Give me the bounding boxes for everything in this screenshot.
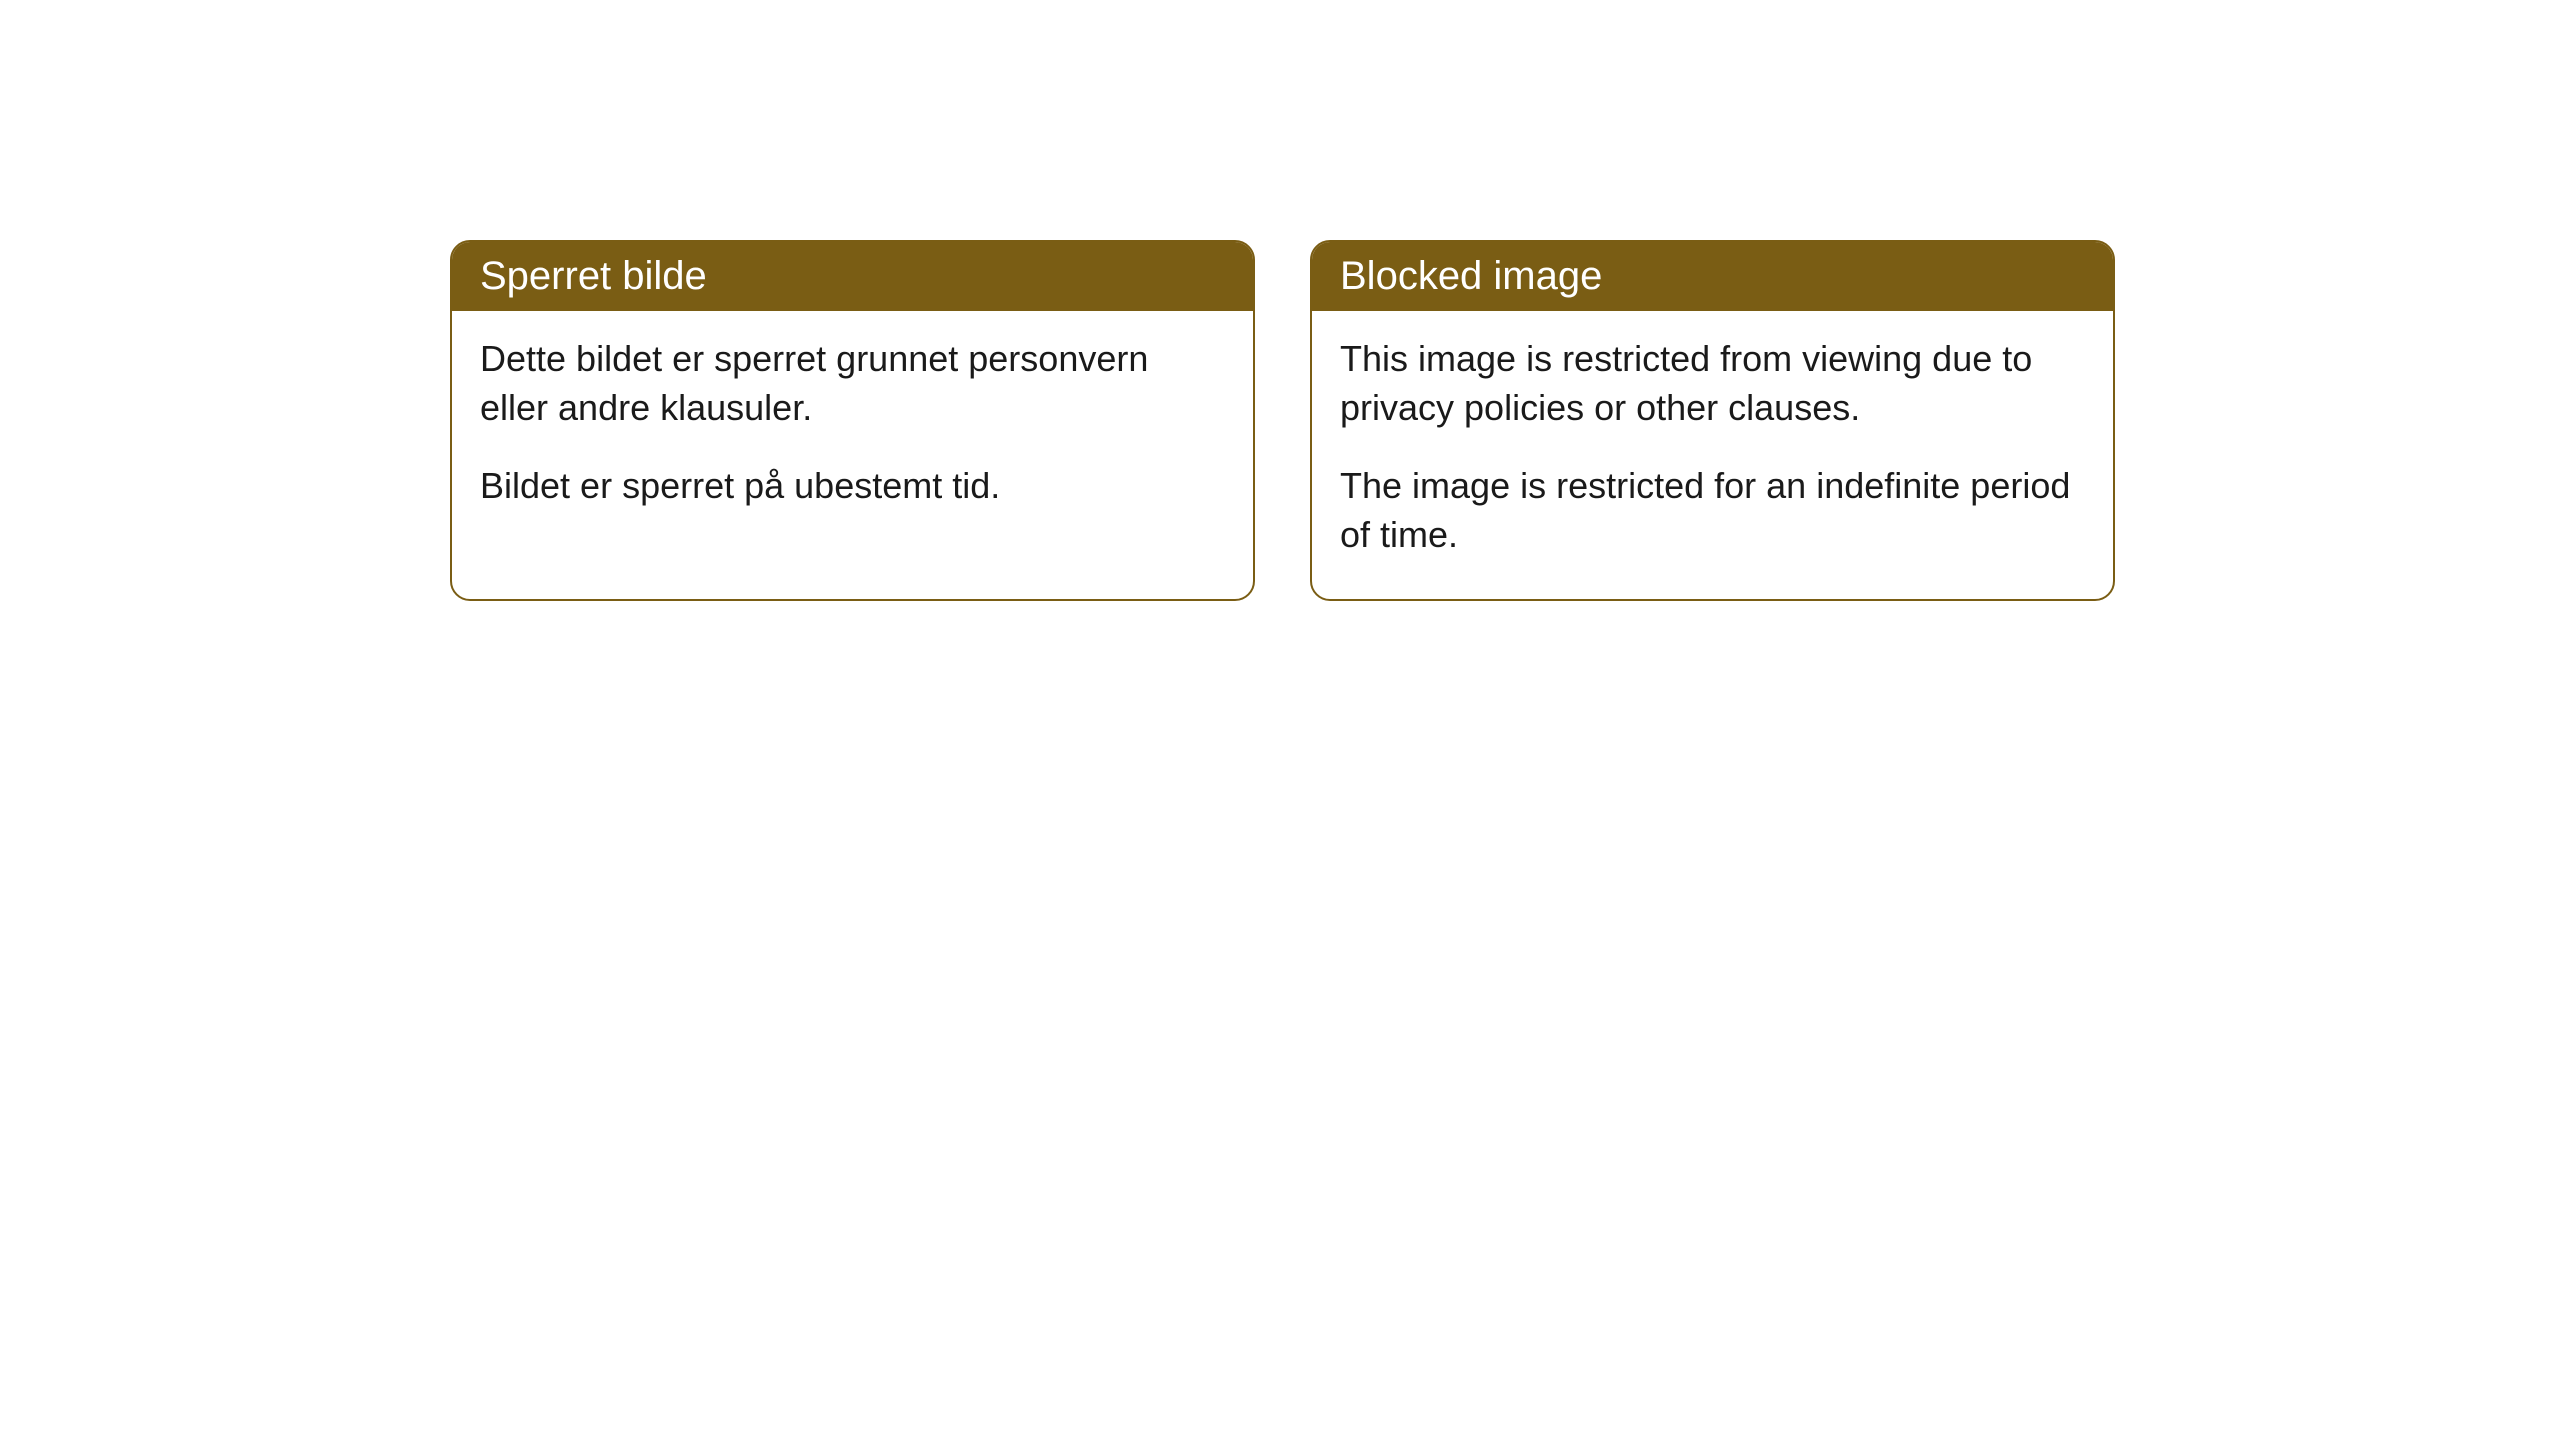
card-header-norwegian: Sperret bilde: [452, 242, 1253, 311]
card-body-english: This image is restricted from viewing du…: [1312, 311, 2113, 599]
card-paragraph: Bildet er sperret på ubestemt tid.: [480, 462, 1225, 511]
card-title: Sperret bilde: [480, 254, 707, 298]
card-title: Blocked image: [1340, 254, 1602, 298]
card-paragraph: This image is restricted from viewing du…: [1340, 335, 2085, 432]
notice-cards-container: Sperret bilde Dette bildet er sperret gr…: [450, 240, 2115, 601]
card-paragraph: Dette bildet er sperret grunnet personve…: [480, 335, 1225, 432]
notice-card-english: Blocked image This image is restricted f…: [1310, 240, 2115, 601]
card-header-english: Blocked image: [1312, 242, 2113, 311]
card-body-norwegian: Dette bildet er sperret grunnet personve…: [452, 311, 1253, 551]
card-paragraph: The image is restricted for an indefinit…: [1340, 462, 2085, 559]
notice-card-norwegian: Sperret bilde Dette bildet er sperret gr…: [450, 240, 1255, 601]
